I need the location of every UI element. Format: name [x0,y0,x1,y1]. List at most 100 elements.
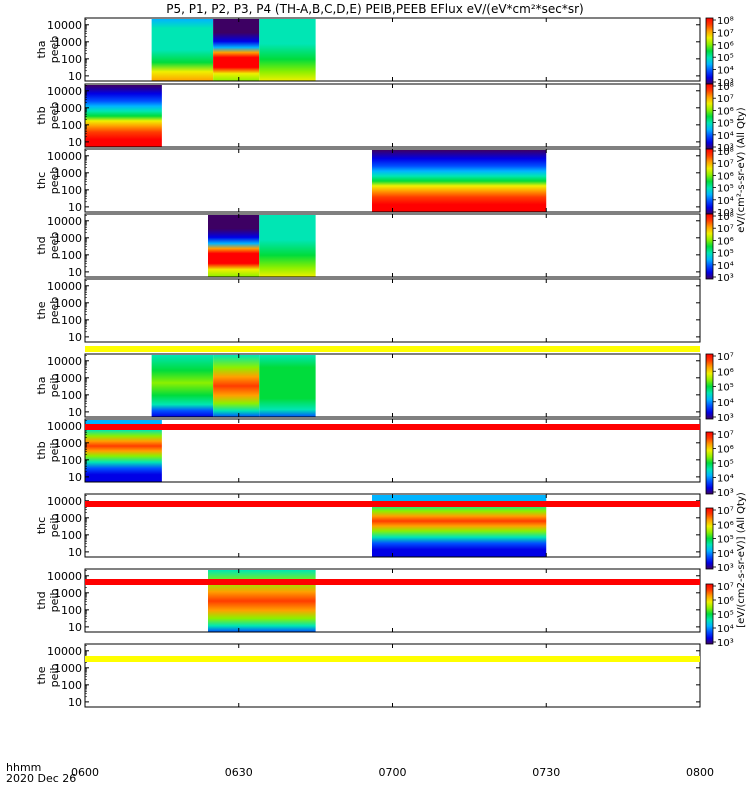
panel-thc-peeb: 10 100 1000 10000 thc peeb [35,148,701,214]
colorbar-tick-label: 10³ [717,563,734,574]
colorbar-thc-peib: 10³ 10⁴ 10⁵ 10⁶ 10⁷ [705,506,734,574]
y-tick-label: 10000 [47,495,82,508]
colorbar-tick-label: 10⁶ [717,367,734,378]
colorbar-tick-label: 10⁶ [717,106,734,117]
panel-frame [84,213,701,278]
y-tick-label: 10 [68,70,82,83]
spectrogram-interval [259,355,316,417]
flag-bars [85,346,700,662]
y-tick-label: 100 [61,53,82,66]
colorbar-tick-label: 10⁶ [717,41,734,52]
colorbar-tick-label: 10⁷ [717,352,734,363]
y-tick-label: 1000 [54,102,82,115]
spectrogram-interval [151,19,214,81]
colorbar-tick-label: 10⁶ [717,596,734,607]
y-tick-label: 100 [61,249,82,262]
time-axis-label: hhmm [6,761,41,774]
panel-tha-peeb: 10 100 1000 10000 tha peeb [35,17,701,83]
x-tick-label: 0630 [225,766,253,779]
spectrogram-interval [85,420,162,482]
colorbar-tick-label: 10⁷ [717,582,734,593]
panel-probe-label: tha [35,40,48,58]
y-tick-label: 10 [68,406,82,419]
panel-tha-peib: 10 100 1000 10000 tha peib [35,353,701,419]
colorbar-tick-label: 10⁶ [717,171,734,182]
spectrogram-interval [259,19,316,81]
y-tick-label: 100 [61,314,82,327]
colorbar-tick-label: 10³ [717,208,734,219]
y-tick-label: 1000 [54,662,82,675]
colorbar-tick-label: 10⁶ [717,236,734,247]
panel-the-peeb: 10 100 1000 10000 the peeb [35,278,701,344]
y-tick-label: 1000 [54,167,82,180]
colorbar-scale [705,507,714,570]
colorbar-tick-label: 10⁵ [717,535,734,546]
y-tick-label: 10000 [47,645,82,658]
colorbar-tick-label: 10³ [717,78,734,89]
spectrogram-interval [372,150,547,212]
flag-bar [85,579,700,585]
y-tick-label: 1000 [54,587,82,600]
colorbar-tick-label: 10⁴ [717,261,734,272]
colorbar-tick-label: 10⁶ [717,520,734,531]
spectrogram-interval [151,355,214,417]
colorbar-tick-label: 10³ [717,488,734,499]
panel-instrument-label: peib [48,439,61,463]
panel-thd-peeb: 10 100 1000 10000 thd peeb [35,213,701,279]
y-tick-label: 10 [68,266,82,279]
y-tick-label: 1000 [54,232,82,245]
colorbar-tick-label: 10⁵ [717,249,734,260]
colorbar-tick-label: 10⁸ [717,147,734,158]
colorbar-tick-label: 10⁴ [717,474,734,485]
colorbar-scale [705,213,714,280]
panel-thb-peib: 10 100 1000 10000 thb peib [35,418,701,484]
colorbar-tick-label: 10⁷ [717,94,734,105]
colorbar-scale [705,148,714,215]
colorbar-scale [705,83,714,150]
colorbar-tick-label: 10⁵ [717,459,734,470]
y-tick-label: 100 [61,679,82,692]
colorbar-tick-label: 10³ [717,143,734,154]
panel-frame [84,643,701,708]
colorbar-tick-label: 10⁴ [717,131,734,142]
y-tick-label: 10000 [47,215,82,228]
y-tick-label: 1000 [54,297,82,310]
panel-instrument-label: peeb [48,232,61,260]
panel-probe-label: thb [35,441,48,459]
colorbar-tick-label: 10³ [717,638,734,649]
colorbar-tick-label: 10⁷ [717,224,734,235]
panel-probe-label: thc [35,172,48,189]
y-tick-label: 10000 [47,355,82,368]
spectrogram-interval [208,215,260,277]
y-tick-label: 100 [61,119,82,132]
panel-frame [84,83,701,148]
flag-bar [85,501,700,507]
colorbar-tick-label: 10⁵ [717,53,734,64]
y-tick-label: 10000 [47,19,82,32]
flag-bar [85,424,700,430]
panel-frame [84,278,701,343]
panel-probe-label: the [35,666,48,684]
y-tick-label: 1000 [54,437,82,450]
y-tick-label: 10000 [47,570,82,583]
colorbar-scale [705,431,714,495]
colorbar-tick-label: 10⁷ [717,430,734,441]
colorbar-scale [705,17,714,85]
y-tick-label: 10 [68,696,82,709]
spectrogram-interval [213,355,260,417]
colorbar-tick-label: 10⁵ [717,610,734,621]
y-tick-label: 10000 [47,420,82,433]
colorbar-scale [705,353,714,420]
panel-instrument-label: peib [48,664,61,688]
y-tick-label: 10000 [47,280,82,293]
y-tick-label: 10000 [47,85,82,98]
colorbars: 10³10⁴10⁵10⁶10⁷10⁸10³10⁴10⁵10⁶10⁷10⁸10³1… [705,16,747,649]
y-tick-label: 100 [61,184,82,197]
colorbar-tick-label: 10⁴ [717,66,734,77]
